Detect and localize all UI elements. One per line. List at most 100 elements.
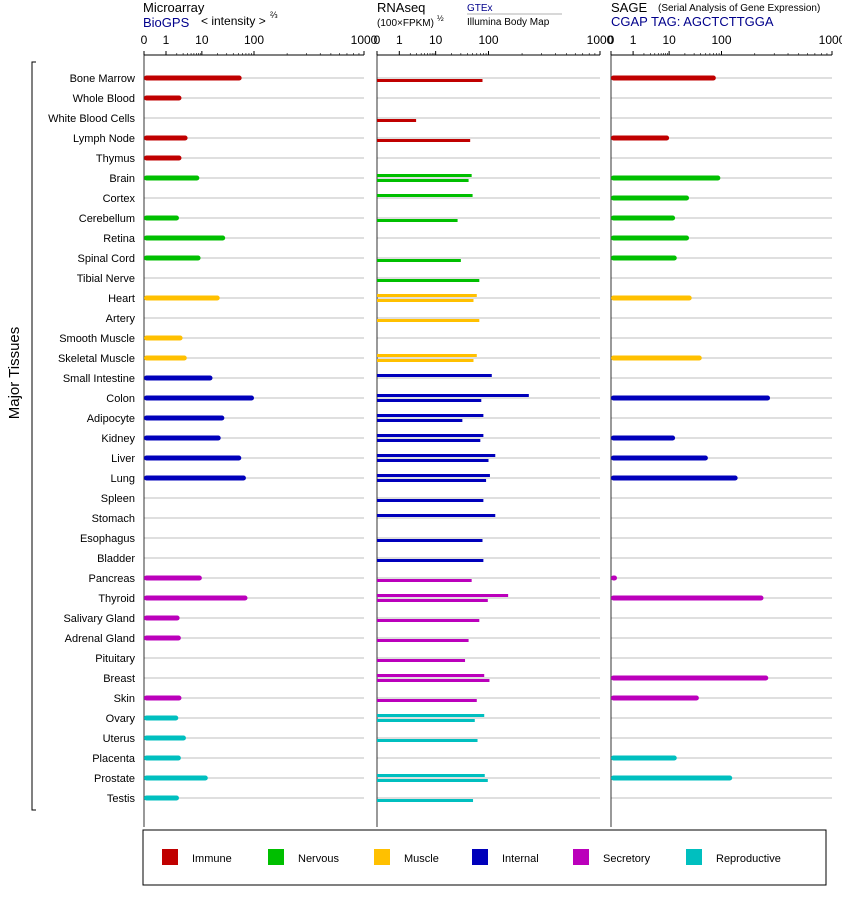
microarray-tick-label: 1000 [351,33,378,47]
sage-tick-label: 0 [608,33,615,47]
tissue-label: Smooth Muscle [59,333,135,345]
rnaseq-ibm-bar [377,179,469,182]
rnaseq-ibm-bar [377,79,483,82]
legend-label-muscle: Muscle [404,853,439,865]
bars-layer [144,75,771,802]
rnaseq-ibm-bar [377,359,474,362]
tissue-label: Whole Blood [73,93,135,105]
tissue-label: Cortex [103,193,136,205]
tissue-label: Thyroid [98,593,135,605]
microarray-bar [144,575,202,581]
rnaseq-tick-label: 10 [429,33,443,47]
microarray-scale-label: < intensity > [201,14,266,28]
microarray-bar [144,435,221,441]
microarray-bar [144,735,186,741]
rnaseq-gtex-bar [377,674,485,677]
tissue-label: Cerebellum [79,213,135,225]
tissue-label: Salivary Gland [63,613,135,625]
rnaseq-gtex-bar [377,774,485,777]
sage-bar [611,295,692,301]
microarray-bar [144,95,182,101]
microarray-bar [144,755,181,761]
rnaseq-source-ibm: Illumina Body Map [467,17,550,28]
microarray-bar [144,375,213,381]
rnaseq-ibm-bar [377,479,487,482]
tissue-label: Pituitary [95,653,135,665]
rnaseq-gtex-bar [377,474,490,477]
rnaseq-ibm-bar [377,599,488,602]
rnaseq-ibm-bar [377,639,469,642]
sage-bar [611,75,716,81]
sage-bar [611,755,677,761]
microarray-bar [144,595,248,601]
microarray-bar [144,295,220,301]
rnaseq-gtex-bar [377,454,496,457]
microarray-bar [144,155,182,161]
legend-label-immune: Immune [192,853,232,865]
tissue-label: Lung [111,473,135,485]
legend-swatch-internal [472,849,488,865]
tissue-label: Liver [111,453,135,465]
sage-bar [611,455,708,461]
rnaseq-gtex-bar [377,294,477,297]
microarray-bar [144,455,242,461]
microarray-bar [144,795,179,801]
grid-layer [144,77,832,799]
sage-bar [611,355,702,361]
rnaseq-tick-label: 1 [396,33,403,47]
rnaseq-gtex-bar [377,434,484,437]
tissue-labels: Bone Marrow Whole Blood White Blood Cells L… [48,73,136,805]
tissue-label: Adipocyte [87,413,135,425]
tissue-label: Bladder [97,553,135,565]
legend: Immune Nervous Muscle Internal Secretory Repr… [162,849,781,865]
microarray-tick-label: 100 [244,33,264,47]
tissue-label: Prostate [94,773,135,785]
sage-bar [611,135,670,141]
rnaseq-ibm-bar [377,399,482,402]
rnaseq-ibm-bar [377,259,461,262]
microarray-bar [144,715,179,721]
legend-swatch-nervous [268,849,284,865]
rnaseq-source-gtex: GTEx [467,3,493,14]
tissue-label: Small Intestine [63,373,135,385]
rnaseq-ibm-bar [377,739,478,742]
sage-bar [611,475,738,481]
sage-bar [611,695,699,701]
rnaseq-ibm-bar [377,659,466,662]
sage-bar [611,255,677,261]
tissue-label: Spinal Cord [78,253,135,265]
rnaseq-title: RNAseq [377,0,425,15]
sage-tick-label: 10 [662,33,676,47]
rnaseq-ibm-bar [377,459,489,462]
rnaseq-ibm-bar [377,619,480,622]
tissue-label: Artery [106,313,136,325]
rnaseq-gtex-bar [377,354,477,357]
tissue-label: Lymph Node [73,133,135,145]
rnaseq-ibm-bar [377,559,484,562]
tissue-label: Skin [114,693,135,705]
sage-tick-label: 1000 [819,33,842,47]
tissue-label: Thymus [96,153,136,165]
rnaseq-ibm-bar [377,799,474,802]
rnaseq-gtex-bar [377,194,473,197]
sage-bar [611,215,676,221]
legend-swatch-muscle [374,849,390,865]
sage-bar [611,675,769,681]
rnaseq-ibm-bar [377,719,475,722]
rnaseq-gtex-bar [377,594,509,597]
microarray-bar [144,695,182,701]
tissue-label: Kidney [101,433,135,445]
tissue-label: Brain [109,173,135,185]
microarray-tick-label: 1 [163,33,170,47]
microarray-bar [144,415,225,421]
microarray-bar [144,255,201,261]
rnaseq-gtex-bar [377,514,496,517]
rnaseq-ibm-bar [377,539,483,542]
legend-label-internal: Internal [502,853,539,865]
sage-bar [611,235,690,241]
rnaseq-unit: (100×FPKM) [377,18,434,29]
tissue-label: Heart [108,293,135,305]
legend-label-reproductive: Reproductive [716,853,781,865]
tissue-label: Retina [103,233,136,245]
